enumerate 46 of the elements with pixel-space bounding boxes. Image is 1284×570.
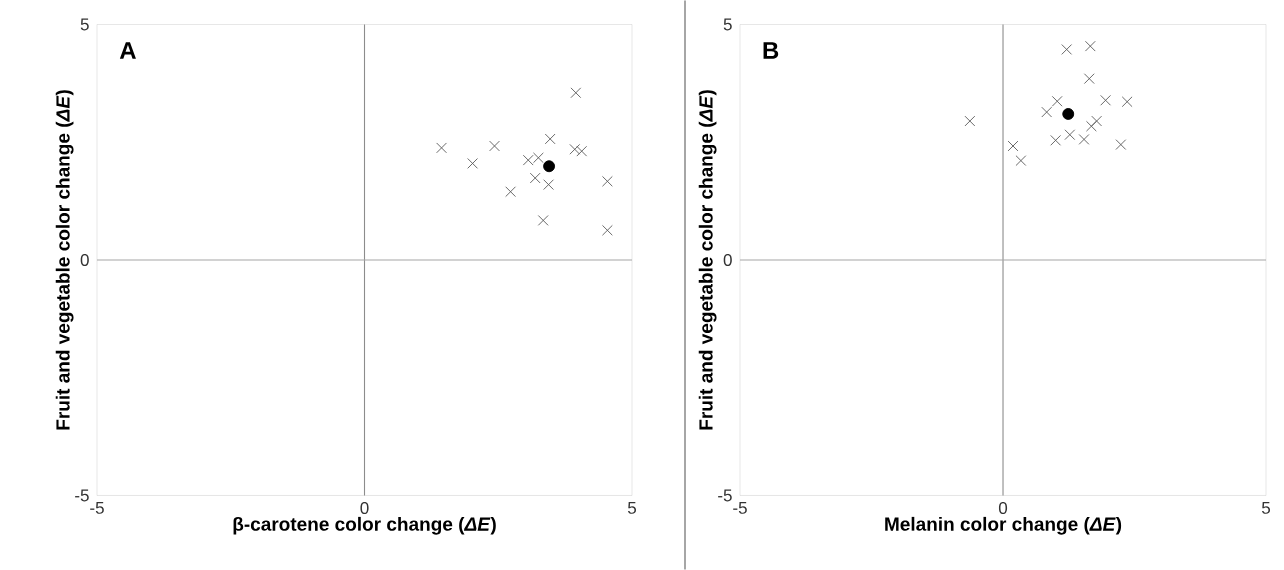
point — [576, 145, 588, 157]
point — [1083, 73, 1095, 85]
point — [467, 158, 478, 169]
point — [1015, 155, 1027, 166]
point — [1051, 95, 1063, 107]
x-tick-label: 0 — [360, 502, 369, 515]
point — [569, 143, 581, 155]
point — [529, 172, 541, 184]
point — [1091, 115, 1103, 127]
point — [1121, 96, 1133, 108]
x-tick-label: -5 — [733, 502, 747, 514]
x-tick-label: 0 — [998, 502, 1008, 515]
point — [1061, 44, 1073, 55]
point — [1078, 134, 1090, 145]
point — [1084, 40, 1096, 52]
point — [543, 179, 554, 191]
point — [489, 140, 500, 152]
point — [544, 133, 556, 145]
y-tick-label: -5 — [75, 489, 89, 502]
x-tick-label: 5 — [1261, 502, 1271, 514]
y-tick-label: 5 — [723, 18, 732, 31]
point — [436, 142, 447, 154]
point — [1064, 129, 1076, 141]
point — [602, 175, 613, 187]
point — [1050, 134, 1061, 146]
point — [602, 224, 613, 236]
x-axis-title: Melanin color change (ΔE) — [885, 516, 1122, 535]
point — [1041, 106, 1053, 118]
point — [964, 115, 976, 127]
y-tick-label: -5 — [718, 489, 732, 502]
x-axis-title: β-carotene color change (ΔE) — [233, 516, 496, 535]
annotation: B — [763, 42, 779, 59]
point — [543, 160, 556, 173]
point — [1100, 94, 1111, 106]
point — [1086, 120, 1097, 132]
point — [1062, 108, 1075, 120]
point — [1115, 139, 1127, 150]
x-tick-label: -5 — [90, 502, 104, 514]
y-tick-label: 0 — [723, 253, 732, 267]
point — [505, 186, 516, 198]
point — [570, 87, 582, 99]
x-tick-label: 5 — [627, 502, 637, 514]
point — [537, 215, 549, 226]
annotation: A — [119, 42, 136, 59]
y-tick-label: 5 — [80, 18, 89, 31]
y-tick-label: 0 — [80, 253, 89, 267]
